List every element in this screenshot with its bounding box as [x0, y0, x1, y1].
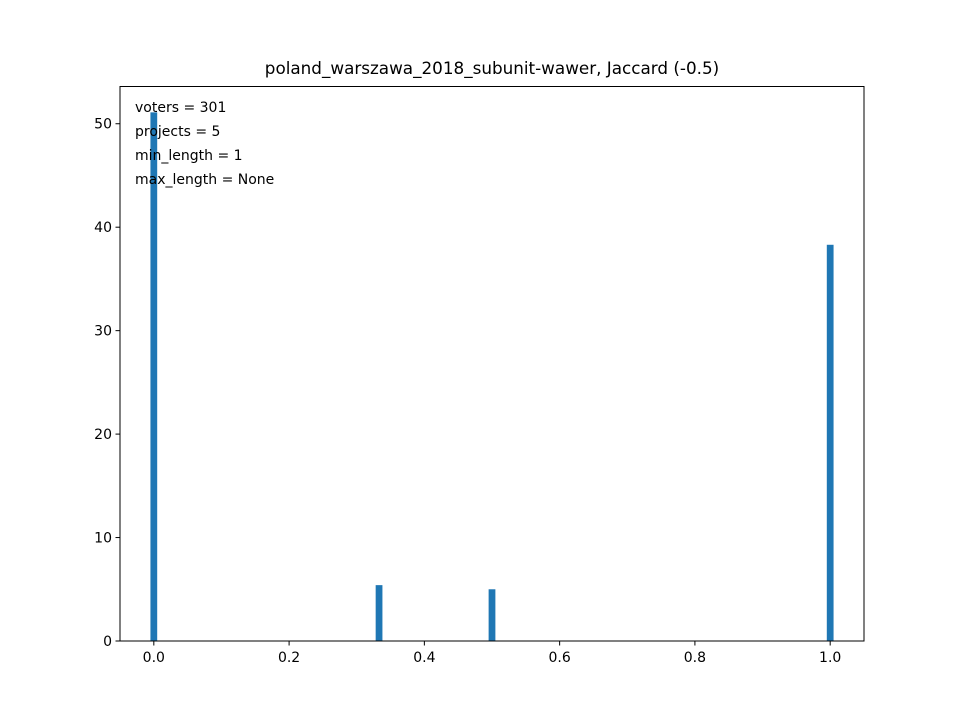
- bar-3: [826, 244, 834, 642]
- y-tick-label-5: 50: [94, 117, 112, 133]
- annotation-max-length: max_length = None: [135, 172, 274, 188]
- x-tick-label-2: 0.4: [413, 650, 435, 666]
- x-tick-label-1: 0.2: [278, 650, 300, 666]
- annotations-group: voters = 301 projects = 5 min_length = 1…: [135, 100, 274, 188]
- y-tick-label-4: 40: [94, 220, 112, 236]
- bar-2: [488, 589, 496, 641]
- y-tick-label-0: 0: [103, 634, 112, 650]
- bar-1: [375, 585, 383, 641]
- x-tick-label-0: 0.0: [143, 650, 165, 666]
- bars-group: [150, 112, 834, 642]
- x-axis-ticks: 0.0 0.2 0.4 0.6 0.8 1.0: [143, 641, 841, 666]
- y-tick-label-2: 20: [94, 427, 112, 443]
- bar-0: [150, 112, 158, 642]
- y-tick-label-3: 30: [94, 324, 112, 340]
- x-tick-label-3: 0.6: [549, 650, 571, 666]
- annotation-projects: projects = 5: [135, 124, 220, 140]
- x-tick-label-4: 0.8: [684, 650, 706, 666]
- annotation-min-length: min_length = 1: [135, 148, 243, 164]
- chart-title: poland_warszawa_2018_subunit-wawer, Jacc…: [265, 58, 719, 79]
- x-tick-label-5: 1.0: [819, 650, 841, 666]
- y-axis-ticks: 0 10 20 30 40 50: [94, 117, 120, 650]
- axes-frame: [119, 86, 865, 642]
- annotation-voters: voters = 301: [135, 100, 226, 116]
- y-tick-label-1: 10: [94, 531, 112, 547]
